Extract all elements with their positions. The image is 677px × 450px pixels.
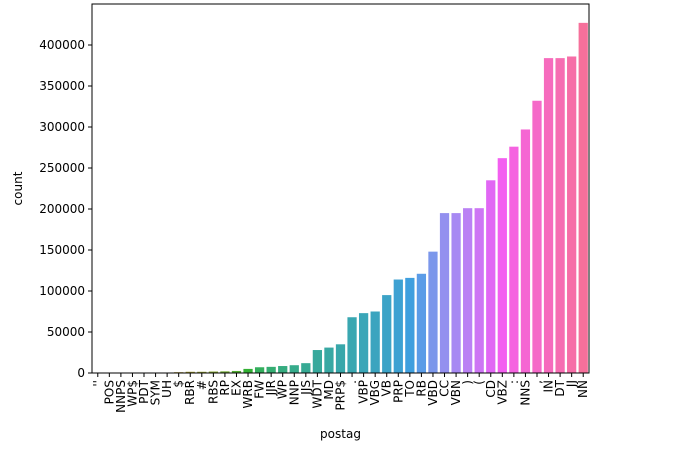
bar-27	[405, 277, 415, 373]
x-tick-label-6: UH	[160, 380, 174, 398]
y-tick-label-2: 100000	[39, 284, 85, 298]
bar-13	[243, 368, 253, 373]
bar-21	[335, 344, 346, 373]
bar-11	[220, 371, 230, 373]
bar-39	[543, 58, 554, 374]
x-tick-label-39: IN	[542, 380, 556, 393]
bar-20	[324, 347, 334, 373]
y-tick-label-1: 50000	[47, 325, 85, 339]
x-tick-label-17: NNP	[287, 380, 301, 405]
x-tick-label-2: NNPS	[114, 380, 128, 413]
bar-19	[312, 350, 323, 373]
bar-32	[463, 208, 473, 373]
x-tick-label-0: ''	[91, 380, 105, 387]
bar-35	[497, 158, 507, 373]
bar-31	[451, 213, 461, 373]
x-tick-label-10: RBS	[206, 380, 220, 404]
x-tick-label-30: CC	[438, 380, 452, 397]
plot-frame	[91, 3, 590, 374]
bar-28	[416, 273, 427, 373]
bar-15	[266, 366, 276, 373]
bar-42	[578, 22, 588, 374]
x-tick-label-18: JJS	[299, 380, 313, 396]
x-tick-label-32: )	[461, 380, 475, 385]
x-tick-label-22: .	[345, 380, 359, 384]
bar-33	[474, 208, 484, 373]
x-tick-label-11: RP	[218, 380, 232, 396]
bar-16	[278, 366, 288, 373]
bars-group	[174, 22, 588, 374]
bar-25	[382, 295, 392, 373]
bar-23	[358, 313, 369, 373]
x-axis: ''POSNNPSWP$PDTSYMUH$RBR#RBSRPEXWRBFWJJR…	[91, 373, 590, 413]
bar-10	[208, 371, 218, 373]
x-tick-label-23: VBP	[357, 380, 371, 404]
bar-41	[567, 56, 577, 373]
bar-8	[185, 371, 195, 373]
x-tick-label-3: WP$	[125, 380, 139, 407]
y-tick-label-3: 150000	[39, 243, 85, 257]
x-tick-label-13: WRB	[241, 380, 255, 408]
bar-29	[428, 251, 438, 373]
x-tick-label-4: PDT	[137, 379, 151, 403]
x-tick-label-29: VBD	[426, 380, 440, 406]
x-tick-label-20: MD	[322, 380, 336, 400]
x-tick-label-19: WDT	[310, 379, 324, 408]
x-tick-label-25: VB	[380, 380, 394, 396]
bar-26	[393, 279, 403, 373]
y-tick-label-7: 350000	[39, 79, 85, 93]
y-tick-label-6: 300000	[39, 120, 85, 134]
x-axis-label: postag	[320, 427, 361, 441]
bar-38	[532, 100, 542, 373]
x-tick-label-37: NNS	[518, 380, 532, 406]
x-tick-label-41: JJ	[565, 380, 579, 388]
x-tick-label-5: SYM	[149, 380, 163, 405]
bar-12	[231, 370, 242, 373]
y-tick-label-8: 400000	[39, 38, 85, 52]
y-tick-label-0: 0	[77, 366, 85, 380]
y-axis-label: count	[11, 171, 25, 205]
bar-14	[254, 367, 265, 373]
x-tick-label-24: VBG	[368, 380, 382, 406]
x-tick-label-8: RBR	[183, 380, 197, 405]
x-tick-label-21: PRP$	[334, 380, 348, 410]
x-tick-label-42: NN	[576, 380, 590, 398]
x-tick-label-28: RB	[414, 380, 428, 397]
x-tick-label-1: POS	[102, 380, 116, 404]
y-axis: 0 50000 100000 150000 200000 250000 300000 3500…	[39, 38, 92, 380]
bar-37	[520, 129, 531, 373]
y-tick-label-4: 200000	[39, 202, 85, 216]
bar-30	[439, 213, 450, 373]
x-tick-label-14: FW	[253, 380, 267, 399]
x-tick-label-9: #	[195, 380, 209, 390]
x-tick-label-26: PRP	[391, 380, 405, 403]
x-tick-label-16: WP	[276, 380, 290, 399]
bar-40	[555, 58, 565, 374]
x-tick-label-12: EX	[229, 380, 243, 396]
x-tick-label-15: JJR	[264, 380, 278, 396]
bar-24	[370, 311, 380, 373]
bar-17	[289, 365, 299, 373]
x-tick-label-38: ,	[530, 380, 544, 384]
x-tick-label-35: VBZ	[495, 380, 509, 405]
bar-18	[301, 363, 311, 373]
x-tick-label-33: (	[472, 380, 486, 385]
x-tick-label-7: $	[172, 380, 186, 388]
bar-22	[347, 317, 357, 373]
bar-34	[486, 180, 496, 373]
x-tick-label-34: CD	[484, 380, 498, 398]
x-tick-label-36: :	[507, 380, 521, 384]
x-tick-label-27: TO	[403, 380, 417, 398]
x-tick-label-31: VBN	[449, 380, 463, 405]
bar-36	[509, 146, 519, 373]
x-tick-label-40: DT	[553, 379, 567, 396]
y-tick-label-5: 250000	[39, 161, 85, 175]
bar-9	[197, 371, 207, 373]
